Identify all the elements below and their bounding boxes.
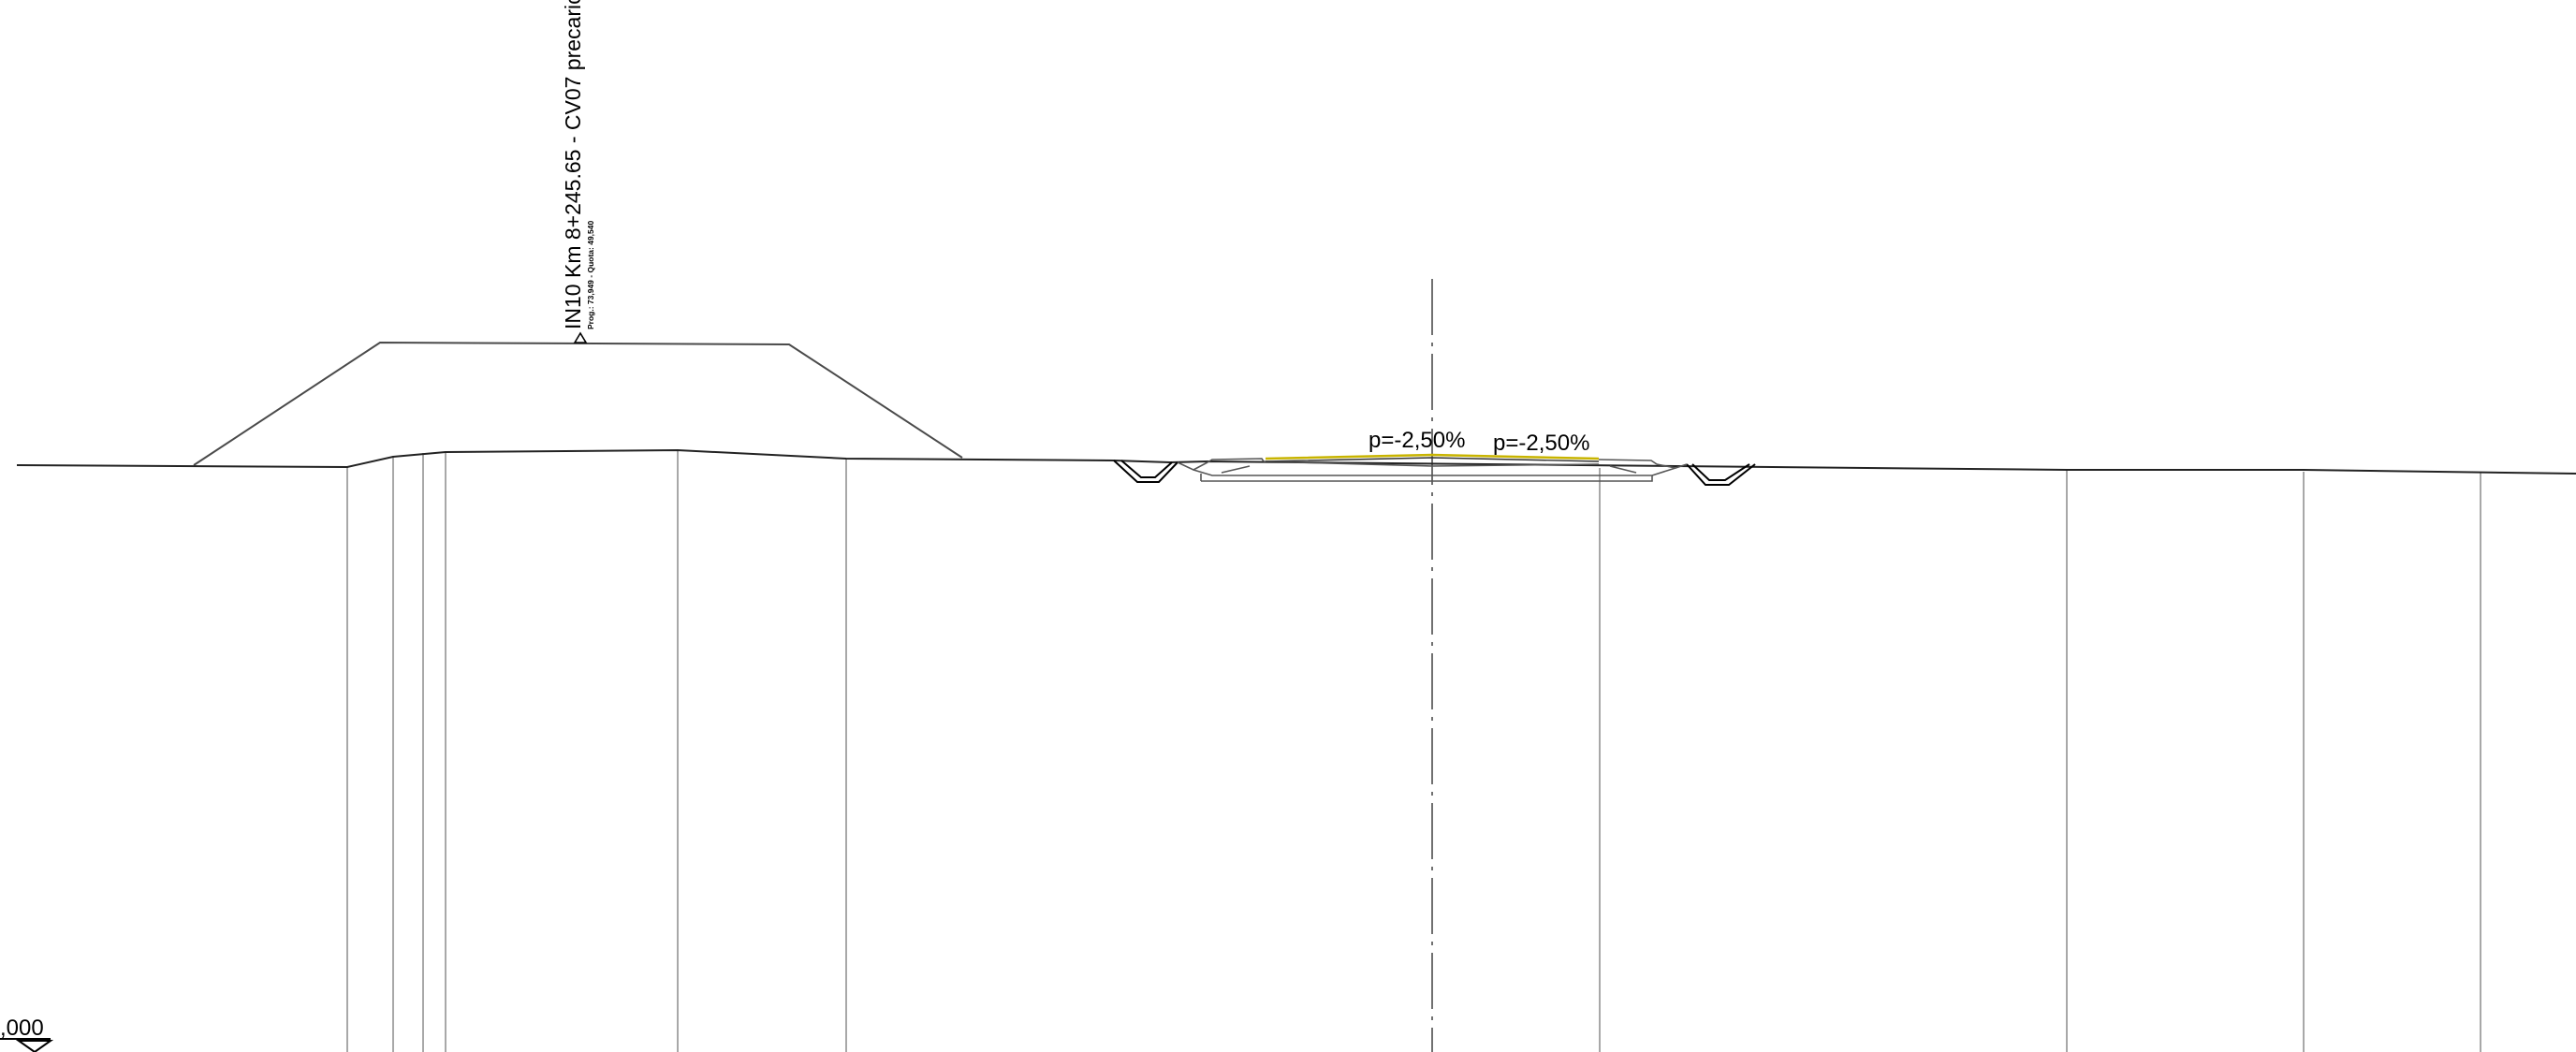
station-label: IN10 Km 8+245.65 - CV07 precarica xyxy=(561,0,585,329)
road-surface xyxy=(1265,453,1600,460)
datum-triangle-icon xyxy=(15,1040,54,1052)
slope-label-right: p=-2,50% xyxy=(1493,431,1589,456)
road-surface-base xyxy=(1265,457,1600,462)
slope-label-left: p=-2,50% xyxy=(1368,428,1465,453)
station-sublabel: Prog.: 73,949 - Quota: 49,540 xyxy=(586,221,595,329)
right-ditch xyxy=(1686,463,1756,486)
left-ditch xyxy=(1113,460,1178,483)
datum-label: ,000 xyxy=(0,1015,44,1041)
preload-embankment xyxy=(193,341,963,466)
datum-marker: ,000 xyxy=(0,1015,54,1052)
station-marker-icon xyxy=(573,331,588,343)
vertical-reference-lines xyxy=(346,451,2481,1052)
station-annotation: IN10 Km 8+245.65 - CV07 precarica Prog.:… xyxy=(561,0,595,343)
road-platform xyxy=(1177,458,1688,482)
